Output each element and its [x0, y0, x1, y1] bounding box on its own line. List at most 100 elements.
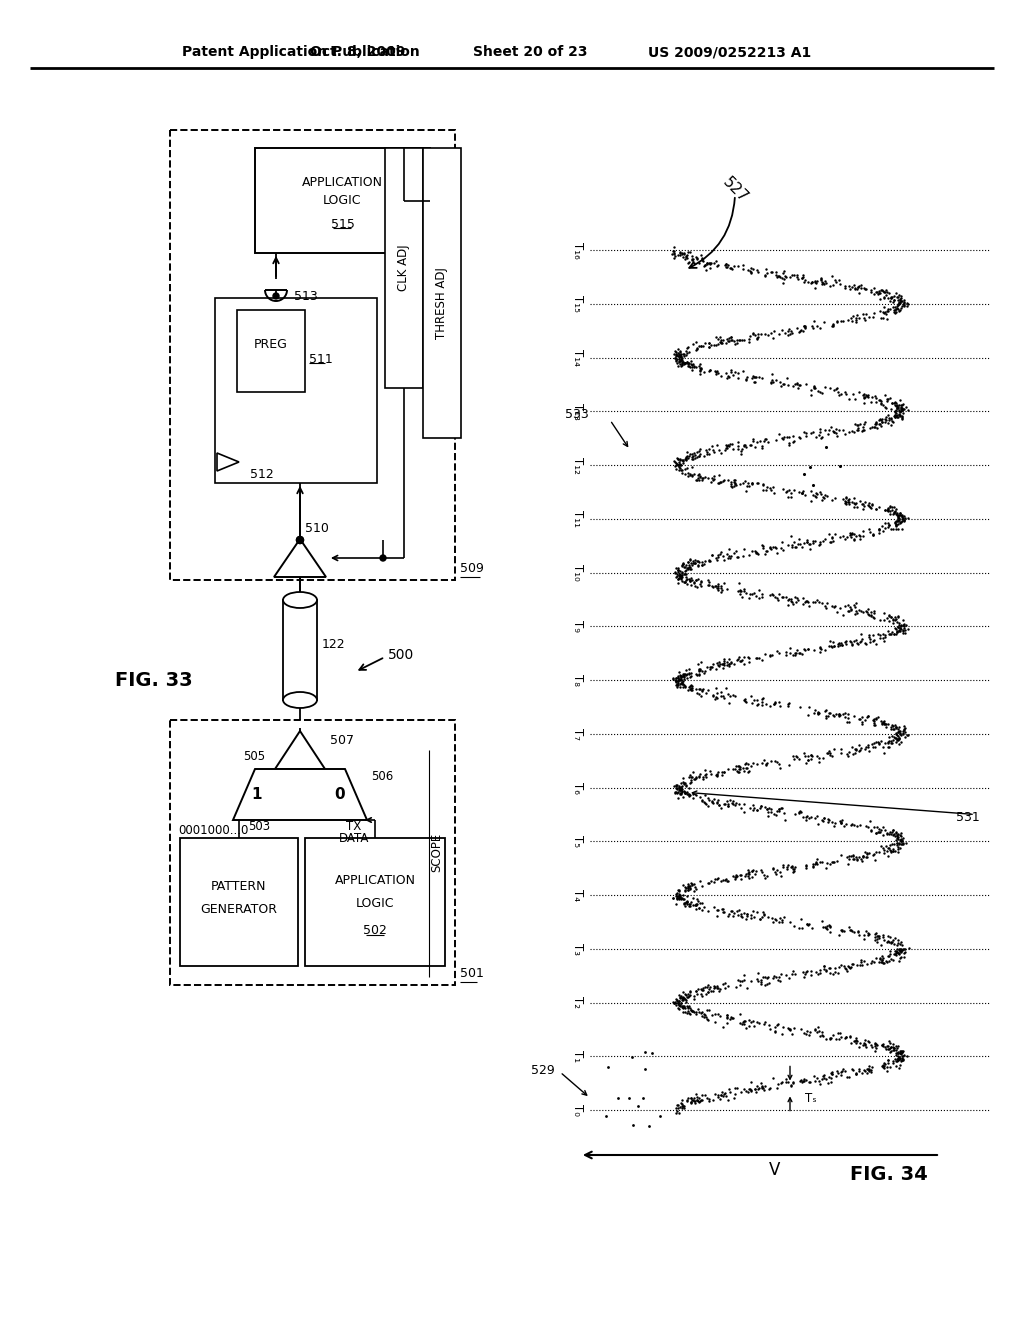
Point	[671, 343, 687, 364]
Point	[866, 302, 883, 323]
Point	[694, 979, 711, 1001]
Point	[786, 964, 803, 985]
Point	[759, 477, 775, 498]
Point	[890, 1036, 906, 1057]
Point	[688, 981, 705, 1002]
Point	[735, 539, 752, 560]
Point	[799, 532, 815, 553]
Point	[683, 558, 699, 579]
Point	[691, 898, 708, 919]
Point	[718, 869, 734, 890]
Point	[828, 312, 845, 333]
Point	[781, 434, 798, 455]
Point	[844, 310, 860, 331]
Point	[885, 820, 901, 841]
Point	[861, 517, 878, 539]
Point	[811, 960, 827, 981]
Point	[888, 623, 904, 644]
Point	[852, 709, 868, 730]
Point	[793, 319, 809, 341]
Point	[715, 869, 731, 890]
Point	[825, 1024, 842, 1045]
Point	[849, 305, 865, 326]
Point	[888, 405, 904, 426]
Point	[889, 611, 905, 632]
Point	[841, 491, 857, 512]
Point	[670, 560, 686, 581]
Point	[779, 1018, 796, 1039]
Point	[785, 748, 802, 770]
Point	[861, 842, 878, 863]
Point	[723, 1007, 739, 1028]
Text: T₂: T₂	[571, 997, 585, 1008]
Point	[847, 389, 863, 411]
Point	[679, 886, 695, 907]
Point	[806, 310, 822, 331]
Text: LOGIC: LOGIC	[355, 896, 394, 909]
Point	[861, 492, 878, 513]
Point	[850, 599, 866, 620]
Point	[723, 362, 739, 383]
Point	[864, 950, 881, 972]
Point	[738, 1018, 755, 1039]
Point	[696, 333, 713, 354]
Point	[886, 289, 902, 310]
Point	[866, 713, 883, 734]
Point	[874, 301, 891, 322]
Point	[838, 813, 854, 834]
Point	[834, 954, 850, 975]
Point	[729, 865, 745, 886]
Point	[820, 809, 837, 830]
Point	[851, 282, 867, 304]
Point	[676, 664, 692, 685]
Text: T₁: T₁	[571, 1051, 585, 1063]
Point	[883, 606, 899, 627]
Point	[724, 433, 740, 454]
Point	[684, 767, 700, 788]
Point	[700, 974, 717, 995]
Point	[798, 855, 814, 876]
Point	[753, 430, 769, 451]
Point	[844, 491, 860, 512]
Point	[850, 634, 866, 655]
Point	[727, 865, 743, 886]
Point	[858, 304, 874, 325]
Point	[765, 372, 781, 393]
Point	[846, 275, 862, 296]
Point	[668, 776, 684, 797]
Point	[882, 610, 898, 631]
Point	[894, 1040, 910, 1061]
Point	[890, 1043, 906, 1064]
Point	[843, 631, 859, 652]
Point	[829, 381, 846, 403]
Point	[676, 667, 692, 688]
Point	[743, 1072, 760, 1093]
Point	[788, 317, 805, 338]
Point	[866, 1035, 883, 1056]
Point	[872, 392, 889, 413]
Point	[864, 1056, 881, 1077]
Text: US 2009/0252213 A1: US 2009/0252213 A1	[648, 45, 812, 59]
Point	[825, 704, 842, 725]
Point	[701, 444, 718, 465]
Point	[676, 557, 692, 578]
Point	[866, 416, 883, 437]
Point	[749, 1082, 765, 1104]
Point	[848, 309, 864, 330]
Point	[706, 975, 722, 997]
Point	[667, 455, 683, 477]
Point	[725, 791, 741, 812]
Point	[854, 601, 870, 622]
Point	[750, 323, 766, 345]
Point	[710, 329, 726, 350]
Point	[673, 348, 689, 370]
Point	[738, 978, 755, 999]
Point	[843, 308, 859, 329]
Point	[821, 1028, 838, 1049]
Point	[702, 253, 719, 275]
Point	[895, 508, 911, 529]
Point	[784, 964, 801, 985]
Point	[669, 883, 685, 904]
Point	[888, 727, 904, 748]
Point	[880, 1049, 896, 1071]
